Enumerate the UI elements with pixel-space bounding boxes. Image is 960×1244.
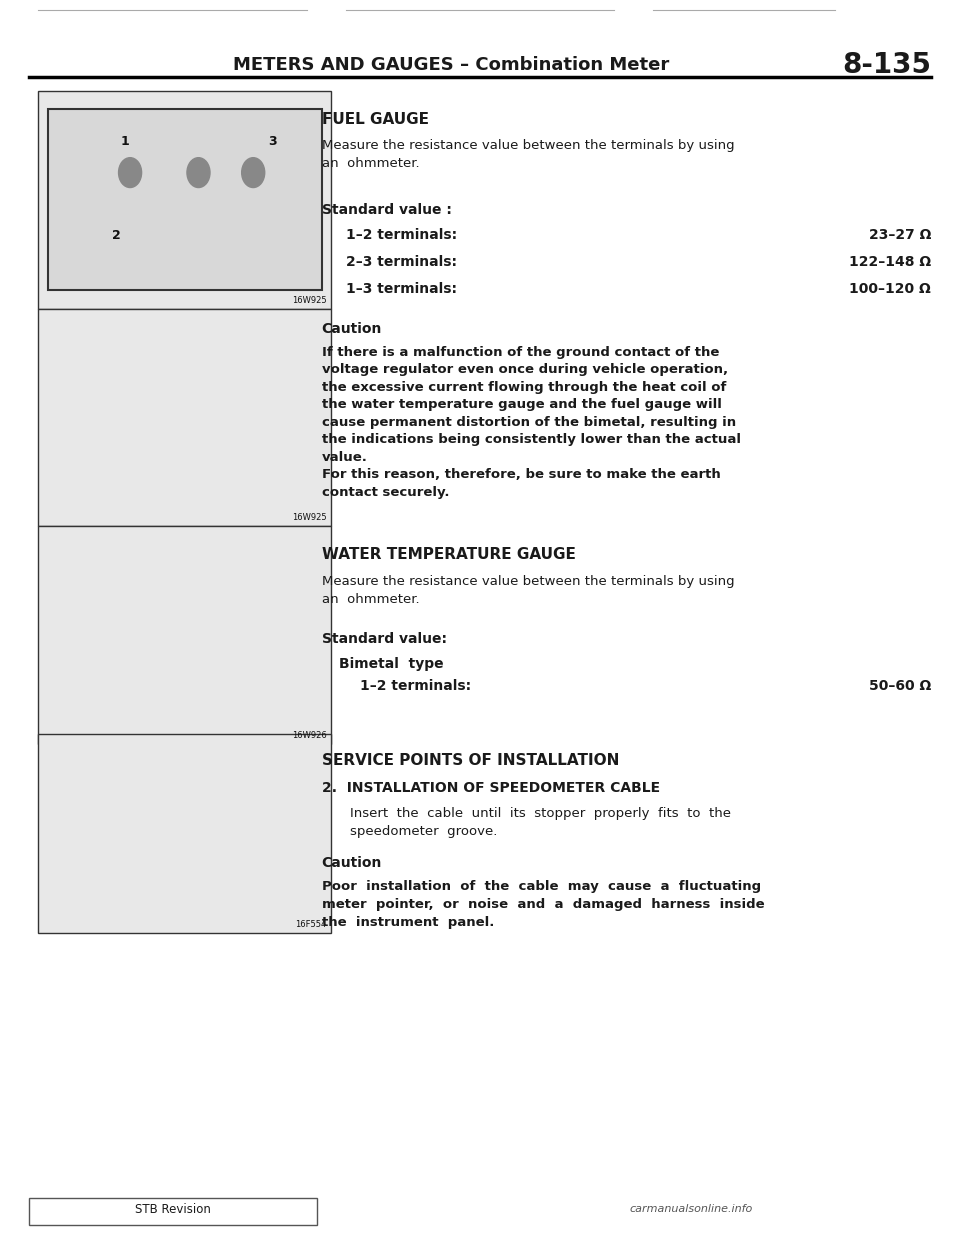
Text: 122–148 Ω: 122–148 Ω xyxy=(849,255,931,269)
Text: 16F554: 16F554 xyxy=(295,921,326,929)
Bar xyxy=(38,309,331,526)
Text: METERS AND GAUGES – Combination Meter: METERS AND GAUGES – Combination Meter xyxy=(233,56,669,73)
Circle shape xyxy=(242,158,265,188)
Text: STB Revision: STB Revision xyxy=(134,1203,211,1215)
Text: 2: 2 xyxy=(112,229,121,243)
Text: 23–27 Ω: 23–27 Ω xyxy=(869,228,931,241)
Text: 16W925: 16W925 xyxy=(292,514,326,522)
Text: Caution: Caution xyxy=(322,856,382,870)
Text: 8-135: 8-135 xyxy=(842,51,931,78)
Text: Measure the resistance value between the terminals by using
an  ohmmeter.: Measure the resistance value between the… xyxy=(322,139,734,170)
Bar xyxy=(38,91,331,309)
Bar xyxy=(38,526,331,744)
Text: 100–120 Ω: 100–120 Ω xyxy=(850,282,931,296)
Bar xyxy=(48,109,322,290)
Text: FUEL GAUGE: FUEL GAUGE xyxy=(322,112,428,127)
Text: 1–2 terminals:: 1–2 terminals: xyxy=(360,679,471,693)
Text: Insert  the  cable  until  its  stopper  properly  fits  to  the
speedometer  gr: Insert the cable until its stopper prope… xyxy=(350,807,732,838)
Text: carmanualsonline.info: carmanualsonline.info xyxy=(630,1204,753,1214)
Bar xyxy=(38,734,331,933)
Text: Measure the resistance value between the terminals by using
an  ohmmeter.: Measure the resistance value between the… xyxy=(322,575,734,606)
Text: Poor  installation  of  the  cable  may  cause  a  fluctuating
meter  pointer,  : Poor installation of the cable may cause… xyxy=(322,880,764,928)
Text: Standard value:: Standard value: xyxy=(322,632,446,646)
Text: 3: 3 xyxy=(268,136,276,148)
Text: Caution: Caution xyxy=(322,322,382,336)
Text: 1: 1 xyxy=(120,136,129,148)
Text: SERVICE POINTS OF INSTALLATION: SERVICE POINTS OF INSTALLATION xyxy=(322,753,619,768)
Text: WATER TEMPERATURE GAUGE: WATER TEMPERATURE GAUGE xyxy=(322,547,575,562)
Bar xyxy=(29,1198,317,1225)
Circle shape xyxy=(119,158,142,188)
Text: 1–2 terminals:: 1–2 terminals: xyxy=(346,228,457,241)
Text: 16W926: 16W926 xyxy=(292,731,326,740)
Circle shape xyxy=(187,158,210,188)
Text: 50–60 Ω: 50–60 Ω xyxy=(869,679,931,693)
Text: 2.  INSTALLATION OF SPEEDOMETER CABLE: 2. INSTALLATION OF SPEEDOMETER CABLE xyxy=(322,781,660,795)
Text: If there is a malfunction of the ground contact of the
voltage regulator even on: If there is a malfunction of the ground … xyxy=(322,346,740,499)
Text: 16W925: 16W925 xyxy=(292,296,326,305)
Text: Bimetal  type: Bimetal type xyxy=(339,657,444,671)
Text: 2–3 terminals:: 2–3 terminals: xyxy=(346,255,457,269)
Text: 1–3 terminals:: 1–3 terminals: xyxy=(346,282,457,296)
Text: Standard value :: Standard value : xyxy=(322,203,451,216)
